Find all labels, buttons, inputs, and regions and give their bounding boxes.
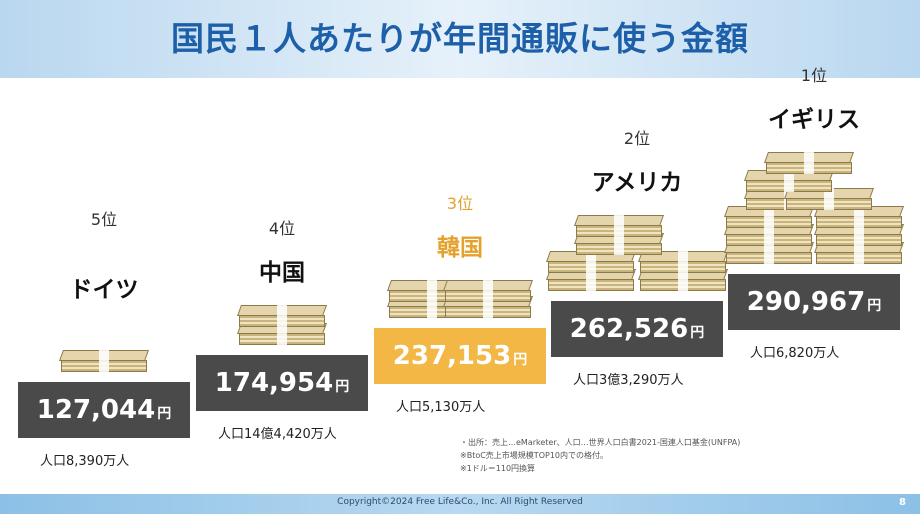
rank-label: 3位 bbox=[446, 194, 474, 213]
money-bundle-icon bbox=[813, 206, 905, 228]
value-box: 174,954 円 bbox=[196, 355, 368, 411]
country-name: 韓国 bbox=[437, 235, 483, 261]
population-label: 人口14億4,420万人 bbox=[218, 427, 337, 442]
header-banner: 国民１人あたりが年間通販に使う金額 bbox=[0, 0, 920, 78]
money-bundle-icon bbox=[573, 233, 665, 255]
population-label: 人口6,820万人 bbox=[750, 346, 840, 361]
value-box: 237,153 円 bbox=[374, 328, 546, 384]
value-label: 237,153 bbox=[392, 341, 512, 371]
money-bundle-icon bbox=[236, 305, 328, 327]
value-unit: 円 bbox=[867, 298, 882, 314]
source-notes: ・出所：売上…eMarketer、人口…世界人口白書2021-国連人口基金(UN… bbox=[460, 436, 740, 475]
rank-label: 1位 bbox=[800, 66, 828, 85]
bundle-band bbox=[764, 224, 774, 246]
country-name: アメリカ bbox=[591, 170, 683, 196]
money-bundle-icon bbox=[442, 296, 534, 318]
rank-label: 4位 bbox=[268, 219, 296, 238]
bundle-band bbox=[678, 269, 688, 291]
bundle-band bbox=[427, 296, 437, 318]
bundle-band bbox=[427, 280, 437, 302]
money-bundle-icon bbox=[723, 206, 815, 228]
money-bundle-icon bbox=[723, 242, 815, 264]
value-box: 127,044 円 bbox=[18, 382, 190, 438]
country-name: ドイツ bbox=[69, 277, 139, 303]
bundle-band bbox=[854, 206, 864, 228]
bundle-band bbox=[277, 323, 287, 345]
country-name: 中国 bbox=[259, 260, 305, 286]
value-unit: 円 bbox=[690, 325, 705, 341]
population-label: 人口3億3,290万人 bbox=[573, 373, 684, 388]
money-bundle-icon bbox=[58, 350, 150, 372]
value-box: 262,526 円 bbox=[551, 301, 723, 357]
bundle-band bbox=[99, 350, 109, 372]
value-unit: 円 bbox=[157, 406, 172, 422]
note-line: ※BtoC売上市場規模TOP10内での格付。 bbox=[460, 451, 608, 460]
bundle-band bbox=[784, 170, 794, 192]
copyright-text: Copyright©2024 Free Life&Co., Inc. All R… bbox=[337, 497, 583, 507]
value-unit: 円 bbox=[335, 379, 350, 395]
money-bundle-icon bbox=[723, 224, 815, 246]
money-bundle-icon bbox=[236, 323, 328, 345]
money-bundle-icon bbox=[442, 280, 534, 302]
population-label: 人口5,130万人 bbox=[396, 400, 486, 415]
page-title: 国民１人あたりが年間通販に使う金額 bbox=[171, 19, 749, 58]
money-bundle-icon bbox=[783, 188, 875, 210]
note-line: ・出所：売上…eMarketer、人口…世界人口白書2021-国連人口基金(UN… bbox=[460, 438, 741, 447]
page-number: 8 bbox=[899, 497, 906, 508]
money-bundle-icon bbox=[637, 251, 729, 273]
country-name: イギリス bbox=[768, 107, 860, 133]
bundle-band bbox=[277, 305, 287, 327]
money-bundle-icon bbox=[573, 215, 665, 237]
money-bundle-icon bbox=[545, 251, 637, 273]
money-bundle-icon bbox=[743, 170, 835, 192]
bundle-band bbox=[764, 206, 774, 228]
bundle-band bbox=[614, 215, 624, 237]
bundle-band bbox=[824, 188, 834, 210]
bundle-band bbox=[586, 269, 596, 291]
money-bundle-icon bbox=[813, 242, 905, 264]
bundle-band bbox=[483, 296, 493, 318]
note-line: ※1ドル＝110円換算 bbox=[460, 464, 536, 473]
footer-bar: Copyright©2024 Free Life&Co., Inc. All R… bbox=[0, 494, 920, 514]
bundle-band bbox=[764, 242, 774, 264]
value-unit: 円 bbox=[513, 352, 528, 368]
rank-label: 2位 bbox=[623, 129, 651, 148]
value-label: 174,954 bbox=[214, 368, 334, 398]
money-bundle-icon bbox=[637, 269, 729, 291]
rank-label: 5位 bbox=[90, 210, 118, 229]
value-box: 290,967 円 bbox=[728, 274, 900, 330]
bundle-band bbox=[854, 242, 864, 264]
bundle-band bbox=[678, 251, 688, 273]
value-label: 127,044 bbox=[36, 395, 156, 425]
bundle-band bbox=[614, 233, 624, 255]
money-bundle-icon bbox=[763, 152, 855, 174]
bundle-band bbox=[854, 224, 864, 246]
bundle-band bbox=[804, 152, 814, 174]
money-bundle-icon bbox=[813, 224, 905, 246]
value-label: 262,526 bbox=[569, 314, 689, 344]
bundle-band bbox=[586, 251, 596, 273]
bundle-band bbox=[483, 280, 493, 302]
money-bundle-icon bbox=[545, 269, 637, 291]
population-label: 人口8,390万人 bbox=[40, 454, 130, 469]
value-label: 290,967 bbox=[746, 287, 866, 317]
